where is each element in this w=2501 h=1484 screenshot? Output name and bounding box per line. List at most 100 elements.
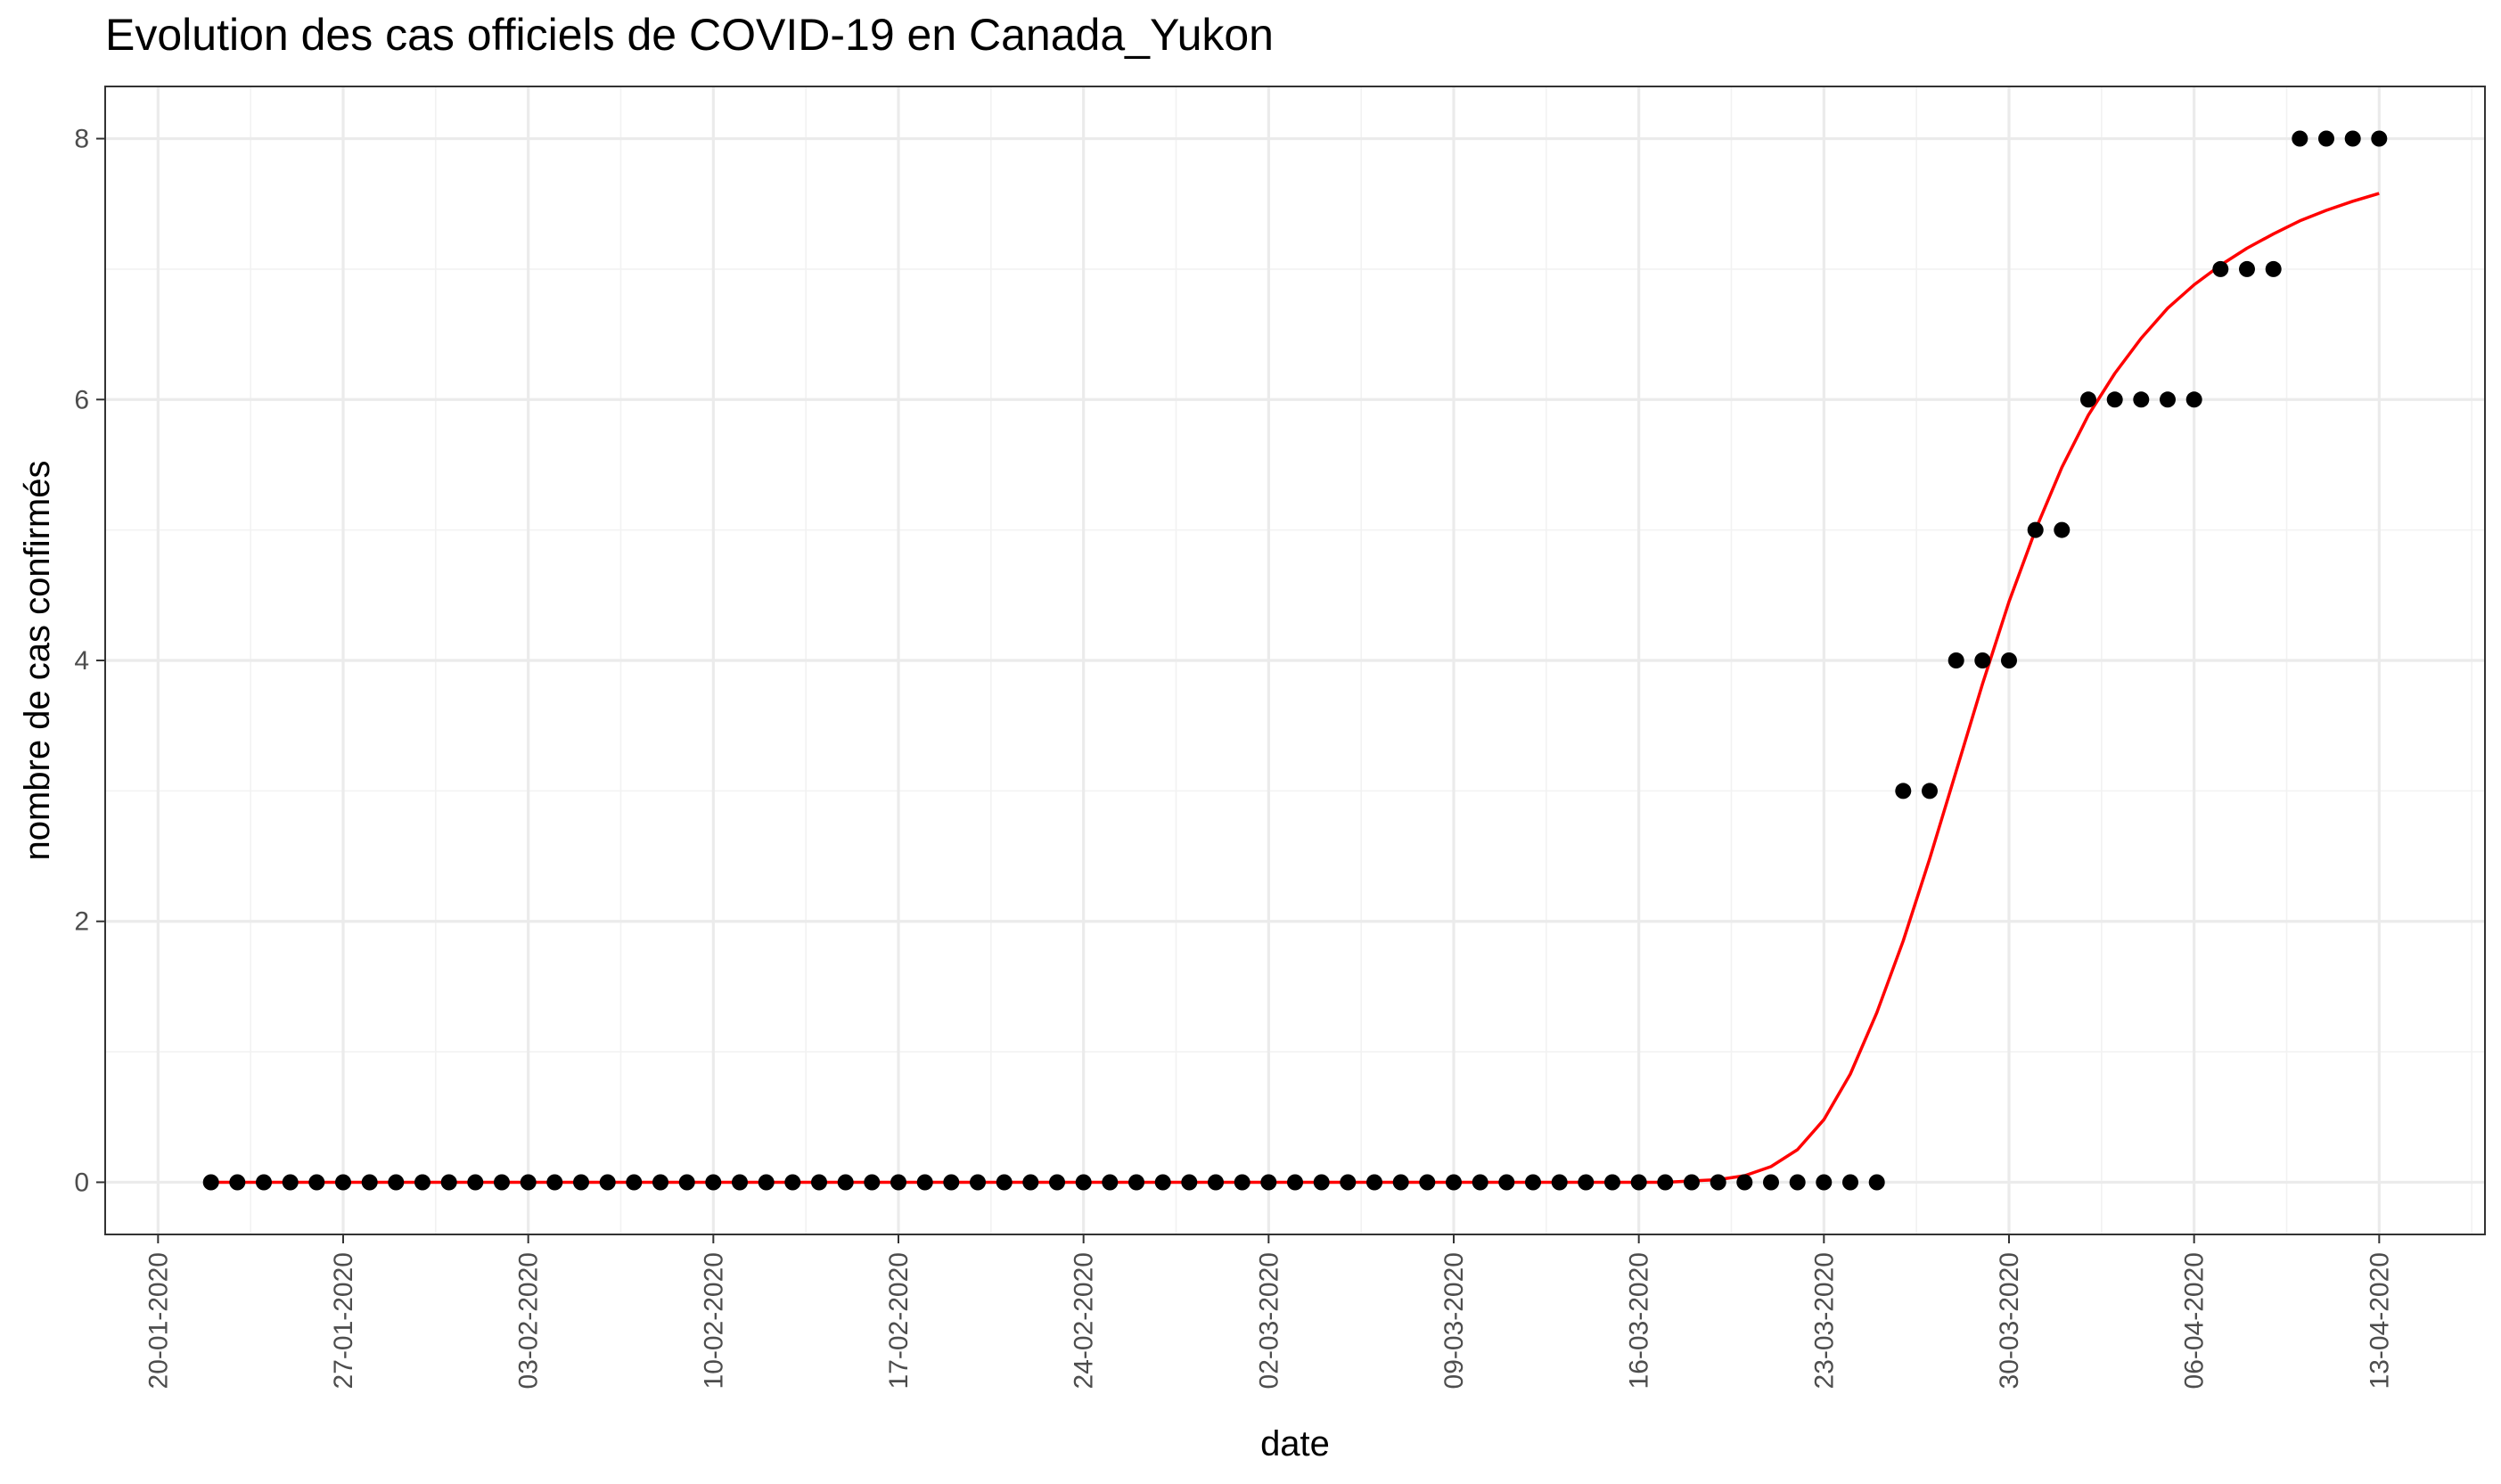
data-point — [732, 1174, 748, 1191]
data-point — [546, 1174, 563, 1191]
data-point — [1789, 1174, 1806, 1191]
x-axis: 20-01-2020 27-01-2020 03-02-2020 10-02-2020… — [144, 1234, 2394, 1389]
data-point — [1075, 1174, 1092, 1191]
data-point — [361, 1174, 378, 1191]
fit-line — [210, 192, 2380, 1185]
data-point — [1128, 1174, 1144, 1191]
x-tick-label: 20-01-2020 — [144, 1252, 173, 1389]
data-point — [1181, 1174, 1198, 1191]
data-point — [2344, 130, 2361, 147]
data-point — [1948, 652, 1964, 668]
data-point — [308, 1174, 325, 1191]
x-tick-label: 10-02-2020 — [699, 1252, 728, 1389]
data-point — [652, 1174, 668, 1191]
data-point — [1868, 1174, 1885, 1191]
data-point — [1816, 1174, 1833, 1191]
data-point — [916, 1174, 933, 1191]
x-tick-label: 13-04-2020 — [2365, 1252, 2394, 1389]
data-point — [1419, 1174, 1436, 1191]
x-tick-label: 27-01-2020 — [329, 1252, 358, 1389]
data-point — [2292, 130, 2308, 147]
data-point — [1154, 1174, 1171, 1191]
data-point — [2239, 260, 2255, 277]
data-point — [1472, 1174, 1488, 1191]
chart-title: Evolution des cas officiels de COVID-19 … — [105, 10, 1274, 60]
data-point — [2001, 652, 2017, 668]
data-point — [1736, 1174, 1753, 1191]
data-point — [758, 1174, 775, 1191]
data-point — [996, 1174, 1013, 1191]
data-point — [678, 1174, 695, 1191]
data-point — [784, 1174, 801, 1191]
points-layer — [202, 130, 2388, 1191]
data-point — [626, 1174, 643, 1191]
data-point — [1578, 1174, 1595, 1191]
y-tick-label: 2 — [74, 907, 89, 937]
fit-line-layer — [210, 192, 2380, 1185]
data-point — [1604, 1174, 1620, 1191]
data-point — [573, 1174, 589, 1191]
data-point — [1102, 1174, 1119, 1191]
data-point — [1392, 1174, 1409, 1191]
data-point — [1260, 1174, 1277, 1191]
data-point — [1551, 1174, 1568, 1191]
grid-layer — [105, 86, 2485, 1234]
data-point — [1895, 783, 1912, 799]
x-tick-label: 03-02-2020 — [514, 1252, 544, 1389]
data-point — [1525, 1174, 1541, 1191]
data-point — [2371, 130, 2388, 147]
data-point — [1630, 1174, 1647, 1191]
data-point — [864, 1174, 881, 1191]
data-point — [943, 1174, 960, 1191]
data-point — [2212, 260, 2229, 277]
y-tick-label: 8 — [74, 125, 89, 154]
data-point — [335, 1174, 351, 1191]
y-tick-label: 4 — [74, 646, 89, 676]
data-point — [388, 1174, 405, 1191]
data-point — [1022, 1174, 1039, 1191]
data-point — [2160, 391, 2176, 408]
data-point — [1498, 1174, 1515, 1191]
data-point — [1922, 783, 1938, 799]
y-axis: 0 2 4 6 8 — [74, 125, 105, 1197]
data-point — [2265, 260, 2282, 277]
y-tick-label: 0 — [74, 1168, 89, 1197]
data-point — [520, 1174, 537, 1191]
data-point — [2106, 391, 2123, 408]
data-point — [440, 1174, 457, 1191]
data-point — [2027, 521, 2044, 538]
data-point — [970, 1174, 986, 1191]
x-tick-label: 02-03-2020 — [1254, 1252, 1283, 1389]
data-point — [494, 1174, 510, 1191]
x-tick-label: 23-03-2020 — [1809, 1252, 1839, 1389]
data-point — [705, 1174, 722, 1191]
data-point — [229, 1174, 246, 1191]
data-point — [2080, 391, 2096, 408]
data-point — [1340, 1174, 1357, 1191]
data-point — [2185, 391, 2202, 408]
data-point — [2318, 130, 2334, 147]
x-tick-label: 30-03-2020 — [1995, 1252, 2024, 1389]
y-axis-title: nombre de cas confirmés — [18, 460, 57, 860]
x-axis-title: date — [1260, 1424, 1330, 1464]
x-tick-label: 06-04-2020 — [2180, 1252, 2210, 1389]
data-point — [467, 1174, 484, 1191]
data-point — [1710, 1174, 1726, 1191]
data-point — [837, 1174, 854, 1191]
data-point — [890, 1174, 906, 1191]
data-point — [1366, 1174, 1382, 1191]
data-point — [256, 1174, 272, 1191]
data-point — [1974, 652, 1991, 668]
data-point — [202, 1174, 219, 1191]
data-point — [1234, 1174, 1250, 1191]
data-point — [2133, 391, 2150, 408]
data-point — [1208, 1174, 1224, 1191]
data-point — [2054, 521, 2070, 538]
data-point — [1684, 1174, 1700, 1191]
data-point — [599, 1174, 616, 1191]
data-point — [1287, 1174, 1303, 1191]
data-point — [1446, 1174, 1462, 1191]
data-point — [1763, 1174, 1779, 1191]
y-tick-label: 6 — [74, 385, 89, 414]
